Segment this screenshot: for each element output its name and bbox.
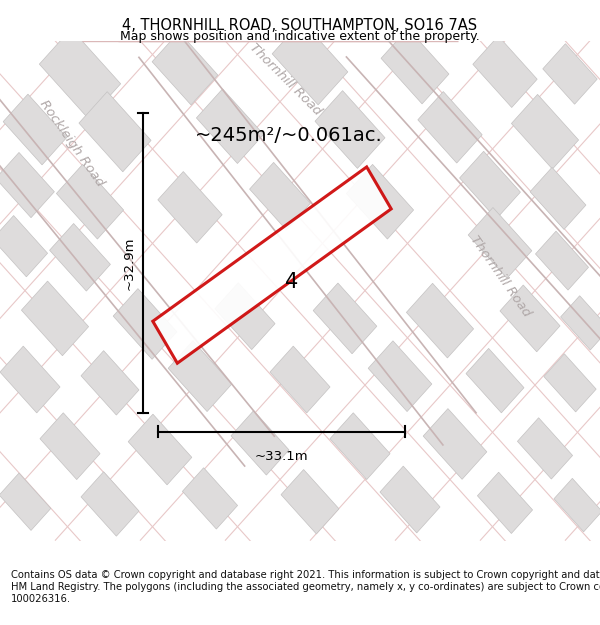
Polygon shape bbox=[22, 281, 89, 356]
Polygon shape bbox=[500, 285, 560, 352]
Polygon shape bbox=[168, 341, 232, 411]
Polygon shape bbox=[113, 289, 177, 359]
Polygon shape bbox=[468, 208, 532, 278]
Polygon shape bbox=[81, 472, 139, 536]
Polygon shape bbox=[0, 216, 47, 277]
Polygon shape bbox=[346, 164, 413, 239]
Polygon shape bbox=[153, 167, 391, 363]
Polygon shape bbox=[330, 412, 390, 479]
Text: 100026316.: 100026316. bbox=[11, 594, 71, 604]
Polygon shape bbox=[535, 231, 589, 290]
Polygon shape bbox=[517, 418, 572, 479]
Polygon shape bbox=[3, 94, 67, 165]
Polygon shape bbox=[466, 348, 524, 413]
Polygon shape bbox=[0, 346, 60, 413]
Polygon shape bbox=[215, 282, 275, 349]
Polygon shape bbox=[313, 283, 377, 354]
Polygon shape bbox=[152, 32, 218, 105]
Polygon shape bbox=[50, 224, 110, 291]
Polygon shape bbox=[478, 472, 533, 534]
Polygon shape bbox=[128, 414, 192, 485]
Polygon shape bbox=[0, 152, 55, 218]
Polygon shape bbox=[281, 469, 339, 534]
Polygon shape bbox=[554, 478, 600, 532]
Text: Rockleigh Road: Rockleigh Road bbox=[37, 97, 107, 189]
Text: Map shows position and indicative extent of the property.: Map shows position and indicative extent… bbox=[120, 30, 480, 43]
Text: ~32.9m: ~32.9m bbox=[122, 236, 136, 289]
Text: HM Land Registry. The polygons (including the associated geometry, namely x, y c: HM Land Registry. The polygons (includin… bbox=[11, 582, 600, 592]
Polygon shape bbox=[270, 346, 330, 413]
Polygon shape bbox=[473, 36, 537, 108]
Polygon shape bbox=[196, 89, 263, 164]
Polygon shape bbox=[380, 466, 440, 533]
Polygon shape bbox=[511, 94, 578, 169]
Polygon shape bbox=[40, 412, 100, 479]
Polygon shape bbox=[368, 341, 432, 411]
Polygon shape bbox=[406, 283, 473, 358]
Polygon shape bbox=[272, 21, 348, 105]
Polygon shape bbox=[544, 354, 596, 412]
Polygon shape bbox=[530, 168, 586, 229]
Polygon shape bbox=[543, 44, 597, 104]
Polygon shape bbox=[40, 29, 121, 119]
Text: ~33.1m: ~33.1m bbox=[254, 449, 308, 462]
Polygon shape bbox=[56, 164, 124, 239]
Polygon shape bbox=[460, 151, 520, 219]
Text: 4: 4 bbox=[286, 272, 299, 292]
Polygon shape bbox=[560, 296, 600, 350]
Text: Thornhill Road: Thornhill Road bbox=[247, 41, 323, 118]
Text: Thornhill Road: Thornhill Road bbox=[467, 233, 533, 319]
Text: ~245m²/~0.061ac.: ~245m²/~0.061ac. bbox=[195, 126, 383, 144]
Polygon shape bbox=[158, 171, 222, 243]
Text: Contains OS data © Crown copyright and database right 2021. This information is : Contains OS data © Crown copyright and d… bbox=[11, 570, 600, 580]
Polygon shape bbox=[81, 351, 139, 415]
Polygon shape bbox=[250, 162, 310, 230]
Polygon shape bbox=[231, 411, 289, 475]
Polygon shape bbox=[182, 468, 238, 529]
Polygon shape bbox=[0, 473, 51, 531]
Polygon shape bbox=[418, 91, 482, 163]
Polygon shape bbox=[381, 29, 449, 104]
Polygon shape bbox=[423, 409, 487, 479]
Polygon shape bbox=[79, 92, 151, 172]
Text: 4, THORNHILL ROAD, SOUTHAMPTON, SO16 7AS: 4, THORNHILL ROAD, SOUTHAMPTON, SO16 7AS bbox=[122, 18, 478, 32]
Polygon shape bbox=[315, 91, 385, 168]
